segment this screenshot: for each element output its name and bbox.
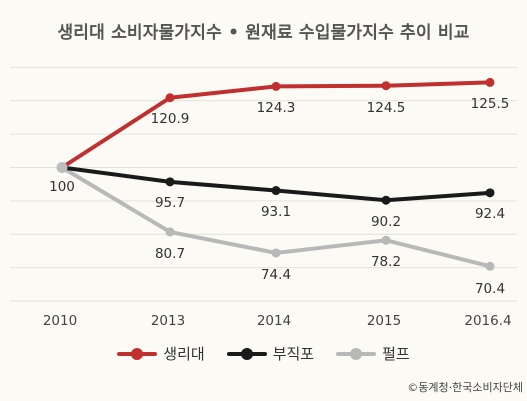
legend-swatch-2 (336, 352, 376, 356)
data-label-10: 74.4 (261, 267, 291, 283)
data-point-0-2 (272, 82, 281, 91)
x-tick-label-1: 2013 (151, 313, 185, 329)
data-label-0: 100 (49, 179, 75, 195)
data-point-2-1 (166, 227, 175, 236)
legend-item-2: 펄프 (336, 343, 410, 364)
data-point-1-3 (382, 196, 391, 205)
legend-item-1: 부직포 (227, 343, 314, 364)
data-label-4: 125.5 (471, 96, 510, 112)
legend-swatch-1 (227, 352, 267, 356)
legend-swatch-0 (117, 352, 157, 356)
data-label-3: 124.5 (367, 100, 406, 116)
data-point-0-3 (382, 81, 391, 90)
data-label-12: 70.4 (475, 281, 505, 297)
data-label-5: 95.7 (155, 195, 185, 211)
legend-item-0: 생리대 (117, 343, 204, 364)
data-label-6: 93.1 (261, 204, 291, 220)
data-label-9: 80.7 (155, 246, 185, 262)
data-point-1-2 (272, 186, 281, 195)
data-label-7: 90.2 (371, 214, 401, 230)
data-label-8: 92.4 (475, 206, 505, 222)
data-point-origin (57, 162, 68, 173)
data-label-2: 124.3 (257, 100, 296, 116)
data-point-0-4 (486, 78, 495, 87)
x-tick-label-2: 2014 (257, 313, 291, 329)
data-point-2-2 (272, 248, 281, 257)
data-point-0-1 (166, 93, 175, 102)
data-point-2-4 (486, 262, 495, 271)
legend-label-2: 펄프 (382, 343, 410, 364)
series-line-1 (62, 168, 490, 201)
data-point-1-4 (486, 188, 495, 197)
source-credit: ©동계청·한국소비자단체 (407, 379, 523, 395)
series-line-0 (62, 82, 490, 167)
chart-legend: 생리대 부직포 펄프 (0, 343, 527, 364)
data-point-1-1 (166, 177, 175, 186)
x-tick-label-3: 2015 (367, 313, 401, 329)
legend-label-0: 생리대 (163, 343, 204, 364)
data-label-1: 120.9 (151, 111, 190, 127)
legend-label-1: 부직포 (273, 343, 314, 364)
x-tick-label-4: 2016.4 (464, 313, 511, 329)
data-point-2-3 (382, 236, 391, 245)
data-label-11: 78.2 (371, 254, 401, 270)
x-tick-label-0: 2010 (43, 313, 77, 329)
